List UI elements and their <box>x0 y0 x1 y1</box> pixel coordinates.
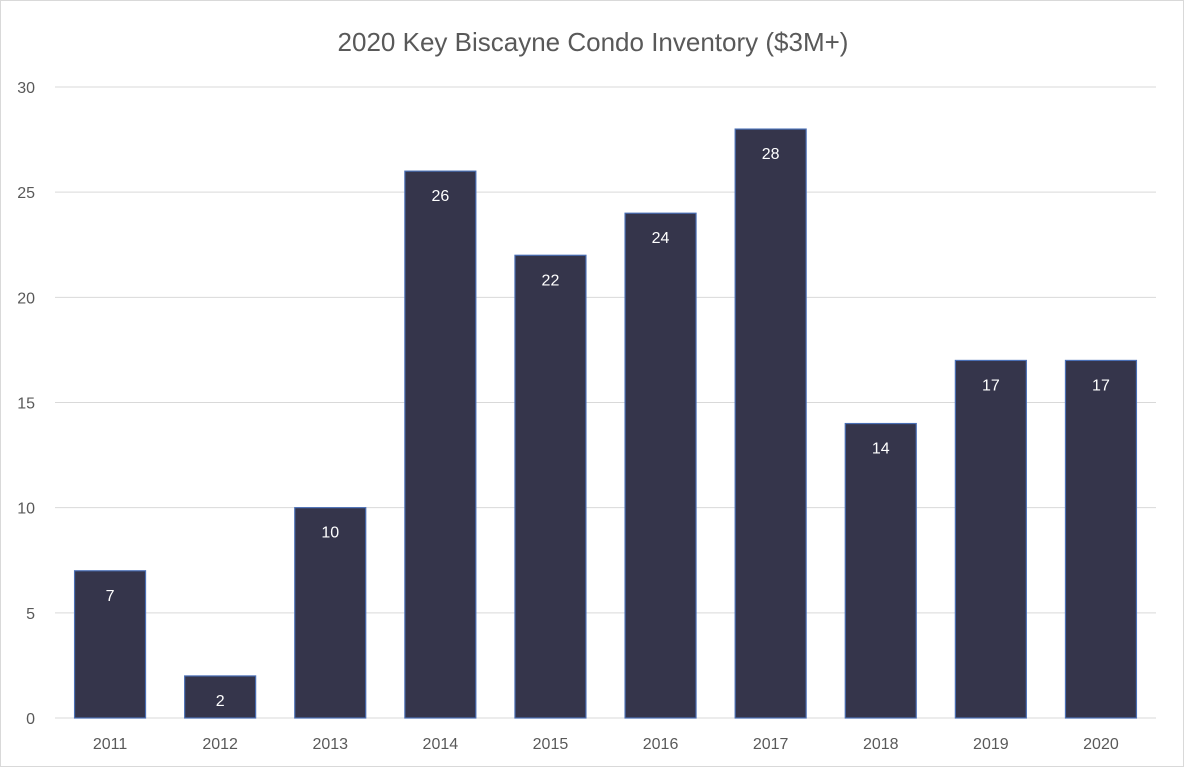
data-label-2014: 26 <box>431 188 449 205</box>
x-tick-label-2012: 2012 <box>202 736 238 753</box>
data-label-2018: 14 <box>872 441 890 458</box>
bar-2013 <box>294 507 367 719</box>
gridlines <box>55 86 1156 719</box>
x-tick-label-2016: 2016 <box>643 736 679 753</box>
data-label-2013: 10 <box>321 525 339 542</box>
bar-2015 <box>514 254 587 719</box>
bar-2011 <box>73 570 147 719</box>
bars: 7 2 10 26 22 24 28 14 17 17 <box>73 128 1138 719</box>
x-tick-label-2015: 2015 <box>533 736 569 753</box>
bar-2019 <box>954 359 1027 719</box>
x-tick-label-2013: 2013 <box>312 736 348 753</box>
y-tick-label: 0 <box>26 711 35 728</box>
data-label-2015: 22 <box>542 272 560 289</box>
x-axis-ticks: 2011 2012 2013 2014 2015 2016 2017 2018 2019 2020 <box>93 736 1119 753</box>
y-tick-label: 30 <box>17 80 35 97</box>
data-label-2012: 2 <box>216 693 225 710</box>
bar-2012 <box>184 675 257 719</box>
x-tick-label-2020: 2020 <box>1083 736 1119 753</box>
y-tick-label: 20 <box>17 290 35 307</box>
data-label-2016: 24 <box>652 230 670 247</box>
x-tick-label-2018: 2018 <box>863 736 899 753</box>
bar-2018 <box>844 422 917 719</box>
x-tick-label-2019: 2019 <box>973 736 1009 753</box>
data-label-2011: 7 <box>106 588 115 605</box>
y-tick-label: 15 <box>17 396 35 413</box>
bar-2014 <box>404 170 477 719</box>
x-tick-label-2011: 2011 <box>93 736 128 753</box>
bar-2017 <box>734 128 807 719</box>
y-tick-label: 25 <box>17 185 35 202</box>
bar-2020 <box>1064 359 1138 719</box>
y-axis-ticks: 0 5 10 15 20 25 30 <box>17 80 35 728</box>
x-tick-label-2017: 2017 <box>753 736 789 753</box>
bar-2016 <box>624 212 697 719</box>
x-tick-label-2014: 2014 <box>423 736 459 753</box>
data-label-2019: 17 <box>982 377 1000 394</box>
y-tick-label: 10 <box>17 501 35 518</box>
data-label-2020: 17 <box>1092 377 1110 394</box>
y-tick-label: 5 <box>26 606 35 623</box>
chart-title: 2020 Key Biscayne Condo Inventory ($3M+) <box>338 27 849 57</box>
data-label-2017: 28 <box>762 146 780 163</box>
